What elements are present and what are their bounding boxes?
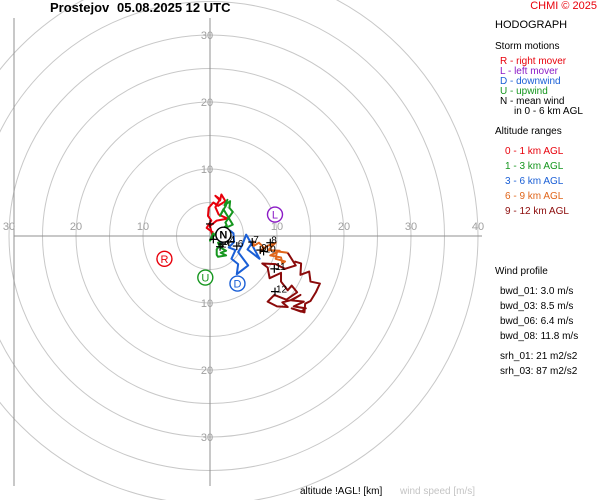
altitude-legend-item: 3 - 6 km AGL (505, 176, 564, 187)
wind-profile-item: bwd_03: 8.5 m/s (500, 301, 574, 312)
altitude-label: 9 (261, 243, 267, 254)
altitude-legend-item: 1 - 3 km AGL (505, 161, 564, 172)
altitude-label: 2 (221, 240, 227, 251)
ring-tick-label: 30 (201, 30, 213, 42)
ring-tick-label: 10 (201, 298, 213, 310)
wind-profile-item: bwd_08: 11.8 m/s (500, 331, 579, 342)
hodograph-traces (205, 193, 321, 314)
altitude-legend-item: 9 - 12 km AGL (505, 206, 569, 217)
ring-tick-label: 10 (137, 221, 149, 233)
ring-tick-label: 20 (338, 221, 350, 233)
storm-motion-label: R (160, 254, 168, 266)
storm-motion-marker (156, 250, 173, 267)
ring-tick-label: 20 (201, 97, 213, 109)
altitude-label: 12 (276, 285, 288, 296)
hodograph-segment (261, 252, 321, 314)
altitude-ranges-title: Altitude ranges (495, 126, 562, 137)
storm-legend-item: D - downwind (500, 76, 561, 87)
wind-profile-item: bwd_01: 3.0 m/s (500, 286, 574, 297)
altitude-label: 8 (271, 236, 277, 247)
storm-legend-item: L - left mover (500, 66, 558, 77)
altitude-label: 7 (253, 235, 259, 246)
hodograph-segment (209, 198, 234, 258)
ring-tick-label: 10 (201, 164, 213, 176)
altitude-label: 11 (275, 262, 286, 273)
ring-tick-label: 30 (201, 432, 213, 444)
altitude-label: 10 (265, 244, 277, 255)
valid-time: 05.08.2025 12 UTC (117, 0, 231, 15)
storm-motion-marker (197, 269, 214, 286)
ring-tick-label: 40 (472, 221, 484, 233)
storm-motion-label: D (233, 279, 241, 291)
storm-motions-title: Storm motions (495, 41, 560, 52)
storm-motion-label: N (219, 230, 227, 242)
altitude-label: 4 (230, 235, 236, 246)
panel-title: HODOGRAPH (495, 19, 568, 31)
hodograph-segment (252, 240, 288, 265)
storm-motion-label: U (201, 273, 209, 285)
storm-legend-item: N - mean wind (500, 96, 565, 107)
storm-motion-marker (215, 226, 232, 243)
storm-motion-marker (266, 206, 284, 223)
helicity-item: srh_01: 21 m2/s2 (500, 351, 578, 362)
altitude-label: 6 (238, 239, 244, 250)
wind-profile-title: Wind profile (495, 266, 548, 277)
copyright: CHMI © 2025 (530, 0, 597, 12)
storm-motion-markers: N L R U D (156, 206, 284, 292)
hodograph-segment (220, 229, 261, 276)
storm-legend-item: in 0 - 6 km AGL (514, 106, 583, 117)
ring-tick-label: 30 (3, 221, 15, 233)
wind-profile-item: bwd_06: 6.4 m/s (500, 316, 574, 327)
altitude-legend-item: 0 - 1 km AGL (505, 146, 564, 157)
altitude-legend-item: 6 - 9 km AGL (505, 191, 564, 202)
speed-label: wind speed [m/s] (400, 486, 476, 497)
ring-tick-labels: 10101010202020203030303040404040 (3, 30, 484, 500)
ring-tick-label: 20 (70, 221, 82, 233)
altitude-label: altitude !AGL! [km] (300, 486, 383, 497)
helicity-item: srh_03: 87 m2/s2 (500, 366, 578, 377)
storm-motion-marker (229, 275, 246, 292)
hodograph-segment (205, 193, 229, 240)
storm-legend-item: U - upwind (500, 86, 548, 97)
storm-legend-item: R - right mover (500, 56, 567, 67)
station-name: Prostejov (50, 0, 110, 15)
ring-tick-label: 10 (271, 221, 283, 233)
ring-tick-label: 30 (405, 221, 417, 233)
storm-motion-label: L (272, 210, 278, 222)
ring-tick-label: 20 (201, 365, 213, 377)
hodograph-axes (13, 18, 482, 486)
